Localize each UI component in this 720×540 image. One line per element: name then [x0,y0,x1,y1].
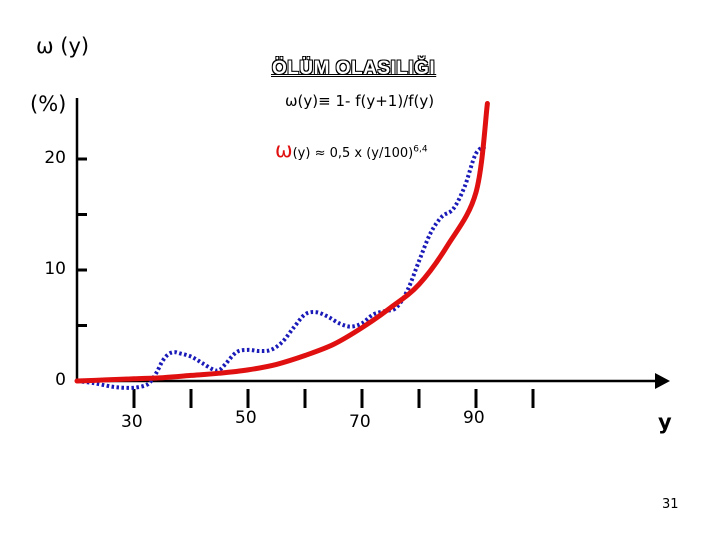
observed-series-line [76,143,489,390]
y-axis-ticks [77,157,87,327]
x-tick-label: 50 [235,408,257,428]
y-tick-label: 0 [55,370,66,390]
definition-formula: ω(y)≡ 1- f(y+1)/f(y) [285,92,435,110]
y-axis-label: ω (y) [36,34,90,58]
x-tick-label: 70 [349,412,371,432]
chart-axes [75,98,670,389]
y-axis-unit: (%) [30,92,67,116]
series-lines [74,101,490,390]
x-axis-arrowhead [655,373,670,389]
x-tick-label: 90 [463,408,485,428]
x-axis-label: y [658,410,672,434]
x-axis-ticks [132,389,535,408]
approximation-exponent: 6,4 [413,144,428,155]
fitted-series-line [74,101,490,384]
page-number: 31 [662,497,679,512]
omega-symbol: ω [275,138,293,162]
y-tick-label: 20 [44,148,66,168]
approximation-text: (y) ≈ 0,5 x (y/100) [292,146,414,161]
x-tick-label: 30 [121,412,143,432]
chart-title: ÖLÜM OLASILIĞI [272,58,436,79]
y-tick-label: 10 [44,259,66,279]
approximation-formula: ω(y) ≈ 0,5 x (y/100)6,4 [275,138,428,162]
